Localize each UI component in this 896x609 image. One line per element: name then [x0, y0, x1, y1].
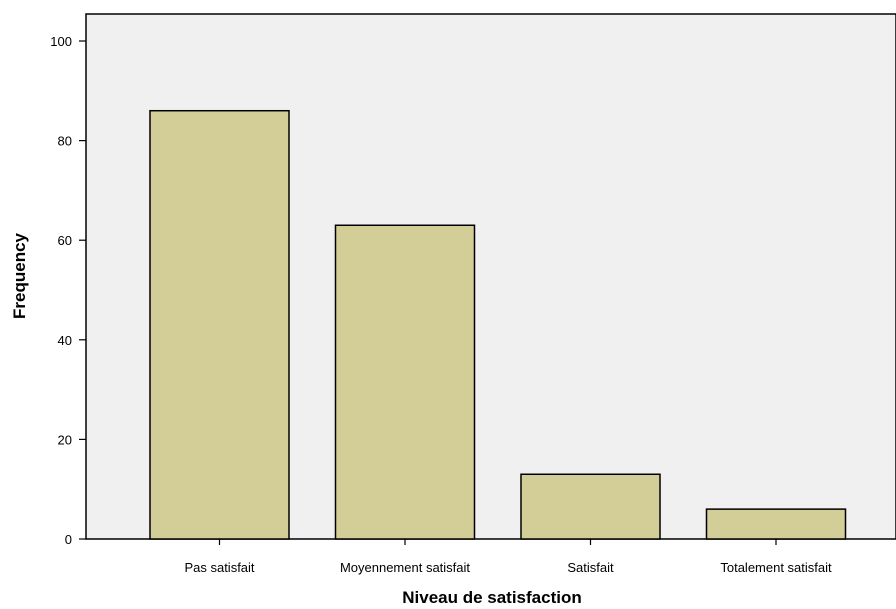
x-tick-label: Satisfait	[567, 560, 614, 575]
bar-2	[520, 473, 661, 540]
y-tick-label: 60	[58, 233, 72, 248]
x-axis-title: Niveau de satisfaction	[402, 588, 582, 607]
y-axis-title: Frequency	[10, 232, 29, 319]
y-tick-label: 80	[58, 134, 72, 149]
bar-0	[149, 109, 290, 540]
x-tick-label: Pas satisfait	[184, 560, 254, 575]
y-tick-label: 40	[58, 333, 72, 348]
x-tick-label: Moyennement satisfait	[340, 560, 470, 575]
bar-1	[334, 224, 476, 540]
x-tick-label: Totalement satisfait	[720, 560, 832, 575]
y-tick-label: 0	[65, 532, 72, 547]
bar-3	[705, 508, 847, 540]
y-tick-label: 100	[50, 34, 72, 49]
y-tick-label: 20	[58, 432, 72, 447]
x-axis-ticks: Pas satisfait Moyennement satisfait Satisf…	[184, 539, 832, 575]
y-axis-ticks: 0 20 40 60 80 100	[50, 34, 86, 547]
